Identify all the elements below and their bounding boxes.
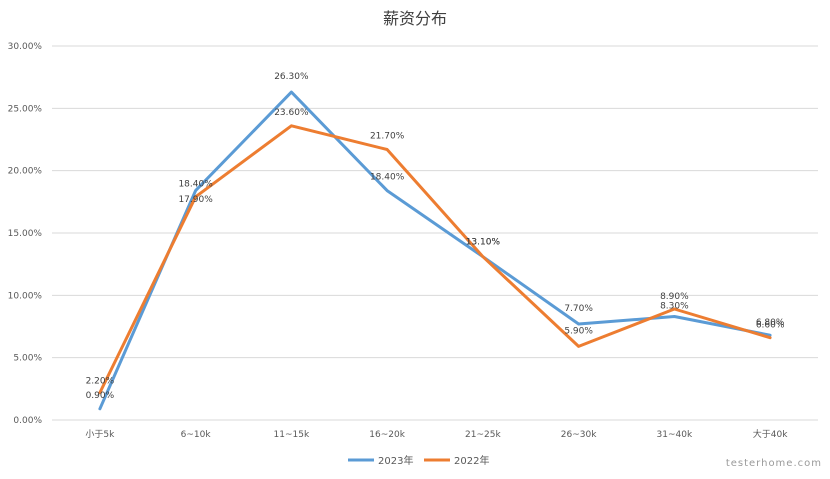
data-label: 2.20% (86, 377, 115, 387)
data-label: 0.90% (86, 391, 115, 401)
data-label: 13.10% (466, 238, 501, 248)
data-label: 26.30% (274, 72, 309, 82)
y-tick-label: 10.00% (8, 291, 43, 301)
series-lines (98, 90, 772, 411)
data-label: 18.40% (370, 173, 405, 183)
data-label: 6.80% (756, 318, 785, 328)
y-tick-label: 20.00% (8, 167, 43, 177)
x-tick-label: 16~20k (369, 430, 405, 440)
series-line-2022年 (98, 124, 772, 395)
x-axis-ticks: 小于5k 6~10k 11~15k 16~20k 21~25k 26~30k 31~40k 大… (85, 428, 788, 440)
data-label: 5.90% (564, 326, 593, 336)
chart-title: 薪资分布 (383, 9, 447, 28)
legend-label: 2023年 (378, 454, 413, 467)
x-tick-label: 11~15k (274, 430, 310, 440)
y-tick-label: 15.00% (8, 229, 43, 239)
y-tick-label: 0.00% (13, 416, 42, 426)
data-label: 7.70% (564, 304, 593, 314)
x-tick-label: 26~30k (561, 430, 597, 440)
data-label: 21.70% (370, 131, 405, 141)
data-labels: 0.90% 18.40% 26.30% 18.40% 13.10% 7.70% 8.30% 6… (86, 72, 785, 401)
x-tick-label: 6~10k (181, 430, 212, 440)
x-tick-label: 小于5k (85, 429, 115, 440)
y-tick-label: 30.00% (8, 42, 43, 52)
data-label: 23.60% (274, 108, 309, 118)
series-line-2023年 (98, 90, 772, 411)
gridlines (52, 45, 818, 421)
watermark: testerhome.com (726, 458, 822, 469)
y-axis-ticks: 0.00% 5.00% 10.00% 15.00% 20.00% 25.00% 30.00% (8, 42, 43, 426)
x-tick-label: 大于40k (753, 428, 788, 440)
legend: 2023年 2022年 (348, 454, 489, 467)
data-label: 8.30% (660, 302, 689, 312)
x-tick-label: 31~40k (657, 430, 693, 440)
legend-label: 2022年 (454, 454, 489, 467)
y-tick-label: 25.00% (8, 104, 43, 114)
data-label: 6.60% (756, 321, 785, 331)
x-tick-label: 21~25k (465, 430, 501, 440)
data-label: 17.90% (178, 195, 213, 205)
y-tick-label: 5.00% (13, 354, 42, 364)
data-label: 8.90% (660, 292, 689, 302)
data-label: 13.10% (466, 238, 501, 248)
data-label: 18.40% (178, 180, 213, 190)
